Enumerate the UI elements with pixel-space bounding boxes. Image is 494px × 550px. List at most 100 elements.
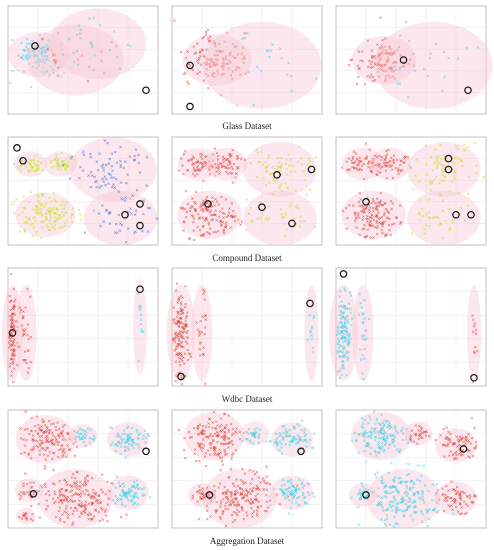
data-point: × — [266, 480, 270, 486]
data-point: × — [214, 197, 218, 203]
data-point: × — [63, 493, 67, 499]
data-point: × — [354, 215, 358, 221]
data-point: × — [31, 448, 35, 454]
data-point: × — [390, 51, 394, 57]
data-point: × — [371, 159, 375, 165]
data-point: × — [198, 494, 202, 500]
data-point: × — [9, 339, 13, 345]
data-point: × — [338, 343, 342, 349]
outlier-marker — [444, 165, 453, 174]
data-point: × — [57, 448, 61, 454]
data-point: × — [466, 191, 470, 197]
data-point: × — [23, 443, 27, 449]
data-point: × — [32, 445, 36, 451]
data-point: × — [44, 484, 48, 490]
data-point: × — [46, 225, 50, 231]
panel-frame — [335, 267, 487, 387]
data-point: × — [394, 60, 398, 66]
data-point: × — [385, 215, 389, 221]
data-point: × — [45, 437, 49, 443]
data-point: × — [434, 437, 438, 443]
data-point: × — [32, 224, 36, 230]
data-point: × — [204, 197, 208, 203]
data-point: × — [379, 165, 383, 171]
data-point: × — [368, 215, 372, 221]
data-point: × — [125, 494, 129, 500]
data-point: × — [380, 215, 384, 221]
data-point: × — [207, 424, 211, 430]
data-point: × — [386, 163, 390, 169]
data-point: × — [393, 49, 397, 55]
data-point: × — [223, 437, 227, 443]
data-point: × — [302, 168, 306, 174]
data-point: × — [214, 445, 218, 451]
data-point: × — [230, 153, 234, 159]
data-point: × — [47, 74, 51, 80]
data-point: × — [215, 433, 219, 439]
data-point: × — [370, 48, 374, 54]
data-point: × — [197, 57, 201, 63]
data-point: × — [77, 207, 81, 213]
data-point: × — [342, 346, 346, 352]
data-point: × — [74, 491, 78, 497]
data-point: × — [200, 166, 204, 172]
data-point: × — [26, 348, 30, 354]
data-point: × — [75, 48, 79, 54]
data-point: × — [236, 217, 240, 223]
data-point: × — [336, 324, 340, 330]
data-point: × — [338, 320, 342, 326]
data-point: × — [47, 58, 51, 64]
data-point: × — [434, 154, 438, 160]
data-point: × — [339, 309, 343, 315]
data-point: × — [219, 194, 223, 200]
data-point: × — [8, 364, 12, 370]
data-point: × — [413, 68, 417, 74]
data-point: × — [265, 169, 269, 175]
data-point: × — [194, 208, 198, 214]
data-point: × — [365, 156, 369, 162]
data-point: × — [177, 320, 181, 326]
data-point: × — [18, 310, 22, 316]
data-point: × — [44, 201, 48, 207]
data-point: × — [128, 154, 132, 160]
data-point: × — [62, 446, 66, 452]
data-point: × — [234, 430, 238, 436]
data-point: × — [381, 48, 385, 54]
data-point: × — [44, 430, 48, 436]
data-point: × — [177, 311, 181, 317]
data-point: × — [200, 330, 204, 336]
data-point: × — [101, 507, 105, 513]
data-point: × — [372, 163, 376, 169]
data-point: × — [360, 163, 364, 169]
data-point: × — [181, 311, 185, 317]
data-point: × — [379, 15, 383, 21]
data-point: × — [204, 424, 208, 430]
data-point: × — [126, 437, 130, 443]
outlier-marker — [452, 210, 460, 219]
data-point: × — [177, 297, 181, 303]
data-point: × — [336, 328, 340, 334]
data-point: × — [418, 478, 422, 484]
data-point: × — [27, 217, 31, 223]
data-point: × — [373, 448, 377, 454]
data-point: × — [29, 165, 33, 171]
data-point: × — [471, 313, 475, 319]
data-point: × — [65, 218, 69, 224]
data-point: × — [51, 59, 55, 65]
data-point: × — [13, 347, 17, 353]
data-point: × — [60, 41, 64, 47]
data-point: × — [211, 217, 215, 223]
data-point: × — [463, 217, 467, 223]
data-point: × — [280, 181, 284, 187]
data-point: × — [339, 316, 343, 322]
data-point: × — [183, 326, 187, 332]
data-point: × — [75, 491, 79, 497]
data-point: × — [369, 72, 373, 78]
data-point: × — [228, 170, 232, 176]
data-point: × — [346, 215, 350, 221]
data-point: × — [385, 232, 389, 238]
data-point: × — [357, 215, 361, 221]
data-point: × — [453, 169, 457, 175]
data-point: × — [284, 212, 288, 218]
data-point: × — [193, 51, 197, 57]
